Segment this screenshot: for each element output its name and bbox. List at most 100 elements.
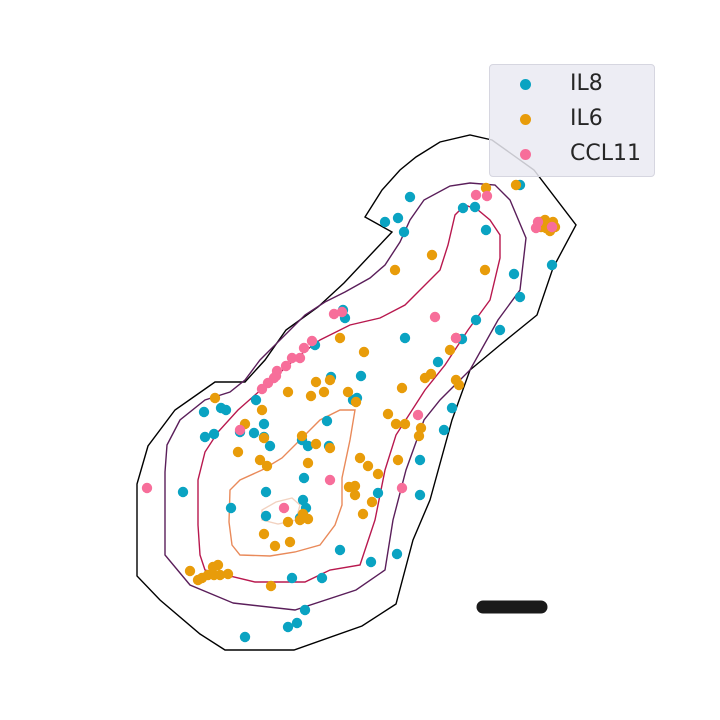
point-ccl11-19 bbox=[270, 370, 282, 382]
point-il6-21 bbox=[396, 382, 408, 394]
point-ccl11-8 bbox=[396, 482, 408, 494]
point-il6-51 bbox=[258, 432, 270, 444]
point-il6-67 bbox=[282, 386, 294, 398]
point-il8-28 bbox=[282, 621, 294, 633]
point-il6-28 bbox=[343, 481, 355, 493]
point-ccl11-13 bbox=[286, 352, 298, 364]
point-il6-26 bbox=[372, 468, 384, 480]
contour-level-5 bbox=[261, 497, 301, 525]
point-il8-19 bbox=[414, 454, 426, 466]
point-il6-19 bbox=[390, 418, 402, 430]
legend-marker-ccl11 bbox=[520, 149, 531, 160]
point-il6-61 bbox=[318, 386, 330, 398]
point-il8-51 bbox=[250, 394, 262, 406]
point-il6-62 bbox=[310, 376, 322, 388]
point-il8-31 bbox=[225, 502, 237, 514]
point-il8-18 bbox=[438, 424, 450, 436]
point-ccl11-22 bbox=[141, 482, 153, 494]
point-il8-24 bbox=[316, 572, 328, 584]
point-il6-69 bbox=[212, 559, 224, 571]
point-il6-37 bbox=[282, 516, 294, 528]
point-il6-1 bbox=[426, 249, 438, 261]
point-il8-9 bbox=[494, 324, 506, 336]
point-il8-13 bbox=[457, 202, 469, 214]
point-ccl11-7 bbox=[412, 409, 424, 421]
point-il6-58 bbox=[334, 332, 346, 344]
point-il6-0 bbox=[389, 264, 401, 276]
point-il6-2 bbox=[479, 264, 491, 276]
point-il6-65 bbox=[350, 396, 362, 408]
point-il6-66 bbox=[392, 454, 404, 466]
point-il6-33 bbox=[310, 438, 322, 450]
legend-label-il6: IL6 bbox=[570, 106, 603, 131]
point-il6-36 bbox=[284, 536, 296, 548]
point-ccl11-12 bbox=[298, 342, 310, 354]
point-il6-32 bbox=[324, 442, 336, 454]
point-il8-23 bbox=[334, 544, 346, 556]
point-il8-0 bbox=[379, 216, 391, 228]
point-il8-29 bbox=[239, 631, 251, 643]
point-il8-27 bbox=[291, 617, 303, 629]
point-ccl11-4 bbox=[546, 221, 558, 233]
point-il6-18 bbox=[399, 418, 411, 430]
scatter-points bbox=[141, 179, 561, 643]
point-il6-39 bbox=[265, 580, 277, 592]
point-il6-22 bbox=[382, 408, 394, 420]
point-il8-20 bbox=[414, 489, 426, 501]
legend-marker-il8 bbox=[520, 79, 531, 90]
point-il8-15 bbox=[432, 356, 444, 368]
point-ccl11-10 bbox=[328, 308, 340, 320]
point-il6-17 bbox=[453, 379, 465, 391]
point-il8-38 bbox=[264, 440, 276, 452]
point-il6-35 bbox=[302, 457, 314, 469]
point-il8-7 bbox=[514, 291, 526, 303]
point-il6-23 bbox=[413, 430, 425, 442]
point-il6-54 bbox=[258, 528, 270, 540]
point-ccl11-6 bbox=[450, 332, 462, 344]
legend-item-il8: IL8 bbox=[490, 67, 656, 103]
point-il6-20 bbox=[415, 422, 427, 434]
point-il8-3 bbox=[404, 191, 416, 203]
legend: IL8 IL6 CCL11 bbox=[489, 64, 655, 177]
point-il8-40 bbox=[302, 440, 314, 452]
legend-label-il8: IL8 bbox=[570, 71, 603, 96]
point-il6-13 bbox=[444, 344, 456, 356]
legend-item-ccl11: CCL11 bbox=[490, 137, 656, 173]
point-il8-53 bbox=[248, 427, 260, 439]
point-il6-53 bbox=[261, 460, 273, 472]
point-il8-55 bbox=[198, 406, 210, 418]
point-il6-4 bbox=[510, 179, 522, 191]
point-il6-52 bbox=[254, 454, 266, 466]
contour-level-4 bbox=[228, 409, 356, 557]
point-il6-68 bbox=[209, 392, 221, 404]
point-il6-31 bbox=[357, 508, 369, 520]
point-ccl11-14 bbox=[280, 360, 292, 372]
point-il8-34 bbox=[297, 494, 309, 506]
point-il8-59 bbox=[220, 404, 232, 416]
point-il8-25 bbox=[286, 572, 298, 584]
point-il6-15 bbox=[419, 372, 431, 384]
point-ccl11-1 bbox=[481, 190, 493, 202]
point-il6-64 bbox=[342, 386, 354, 398]
point-ccl11-3 bbox=[530, 222, 542, 234]
point-il6-46 bbox=[184, 565, 196, 577]
point-il8-36 bbox=[260, 510, 272, 522]
point-il8-52 bbox=[258, 418, 270, 430]
point-il6-30 bbox=[366, 496, 378, 508]
point-il8-46 bbox=[321, 415, 333, 427]
point-il6-3 bbox=[480, 182, 492, 194]
point-il6-57 bbox=[297, 508, 309, 520]
point-ccl11-24 bbox=[278, 502, 290, 514]
contour-level-1 bbox=[136, 134, 577, 651]
legend-marker-il6 bbox=[520, 114, 531, 125]
point-il8-8 bbox=[508, 268, 520, 280]
point-ccl11-9 bbox=[336, 306, 348, 318]
point-il8-47 bbox=[372, 487, 384, 499]
point-il8-30 bbox=[177, 486, 189, 498]
point-il8-26 bbox=[299, 604, 311, 616]
point-ccl11-21 bbox=[234, 424, 246, 436]
point-il8-16 bbox=[399, 332, 411, 344]
point-il6-63 bbox=[324, 374, 336, 386]
point-il6-40 bbox=[222, 568, 234, 580]
